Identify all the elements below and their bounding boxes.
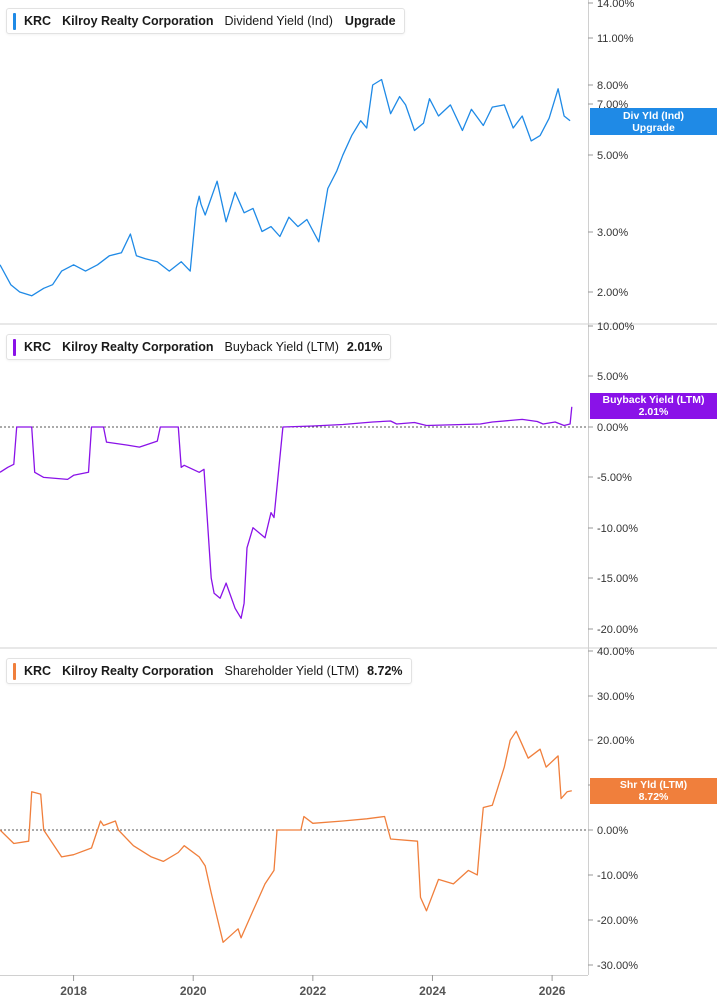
legend-company: Kilroy Realty Corporation xyxy=(62,340,214,354)
buyback-value-tag: Buyback Yield (LTM) 2.01% xyxy=(590,393,717,419)
legend-value: 8.72% xyxy=(367,664,403,678)
series-color-swatch xyxy=(13,12,16,30)
series-color-swatch xyxy=(13,662,16,680)
y-tick-label: 5.00% xyxy=(597,371,628,383)
legend-company: Kilroy Realty Corporation xyxy=(62,664,214,678)
y-tick-label: 11.00% xyxy=(597,33,634,45)
tag-line1: Shr Yld (LTM) xyxy=(619,779,688,791)
x-tick-label: 2024 xyxy=(419,984,446,998)
y-tick-label: 30.00% xyxy=(597,691,635,703)
y-tick-label: 14.00% xyxy=(597,0,635,10)
tag-line1: Div Yld (Ind) xyxy=(622,109,685,122)
buyback-series-line xyxy=(0,406,573,619)
tag-line1: Buyback Yield (LTM) xyxy=(602,394,705,406)
legend-metric: Dividend Yield (Ind) xyxy=(224,14,333,28)
dividend-value-tag: Div Yld (Ind) Upgrade xyxy=(590,108,717,135)
y-tick-label: -20.00% xyxy=(597,624,638,636)
shareholder-series-line xyxy=(0,730,572,943)
y-tick-label: -20.00% xyxy=(597,915,638,927)
legend-value-upgrade[interactable]: Upgrade xyxy=(344,14,396,28)
y-tick-label: -30.00% xyxy=(597,960,638,972)
y-tick-label: 0.00% xyxy=(597,825,628,837)
legend-buyback[interactable]: KRC Kilroy Realty Corporation Buyback Yi… xyxy=(6,334,392,360)
legend-ticker: KRC xyxy=(24,14,52,28)
y-tick-label: -15.00% xyxy=(597,573,638,585)
dividend-series-line xyxy=(0,78,571,297)
legend-shareholder[interactable]: KRC Kilroy Realty Corporation Shareholde… xyxy=(6,658,412,684)
legend-ticker: KRC xyxy=(24,340,52,354)
x-tick-label: 2026 xyxy=(539,984,566,998)
x-tick-label: 2022 xyxy=(299,984,326,998)
legend-value: 2.01% xyxy=(346,340,383,354)
legend-metric: Shareholder Yield (LTM) xyxy=(224,664,360,678)
legend-ticker: KRC xyxy=(24,664,52,678)
y-tick-label: 10.00% xyxy=(597,321,635,333)
y-tick-label: 40.00% xyxy=(597,646,635,658)
y-tick-label: 3.00% xyxy=(597,227,628,239)
y-tick-label: -10.00% xyxy=(597,523,638,535)
legend-metric: Buyback Yield (LTM) xyxy=(224,340,339,354)
x-tick-label: 2018 xyxy=(60,984,87,998)
y-tick-label: 2.00% xyxy=(597,287,628,299)
legend-company: Kilroy Realty Corporation xyxy=(62,14,214,28)
y-tick-label: 8.00% xyxy=(597,80,628,92)
y-tick-label: 0.00% xyxy=(597,422,628,434)
tag-line2: 8.72% xyxy=(638,791,669,803)
series-color-swatch xyxy=(13,338,16,356)
y-tick-label: -10.00% xyxy=(597,870,638,882)
legend-dividend[interactable]: KRC Kilroy Realty Corporation Dividend Y… xyxy=(6,8,405,34)
y-tick-label: 20.00% xyxy=(597,735,635,747)
y-tick-label: -5.00% xyxy=(597,472,632,484)
x-tick-label: 2020 xyxy=(180,984,207,998)
y-tick-label: 5.00% xyxy=(597,150,628,162)
tag-line2: 2.01% xyxy=(638,406,669,418)
shareholder-value-tag: Shr Yld (LTM) 8.72% xyxy=(590,778,717,804)
tag-line2: Upgrade xyxy=(632,121,675,134)
